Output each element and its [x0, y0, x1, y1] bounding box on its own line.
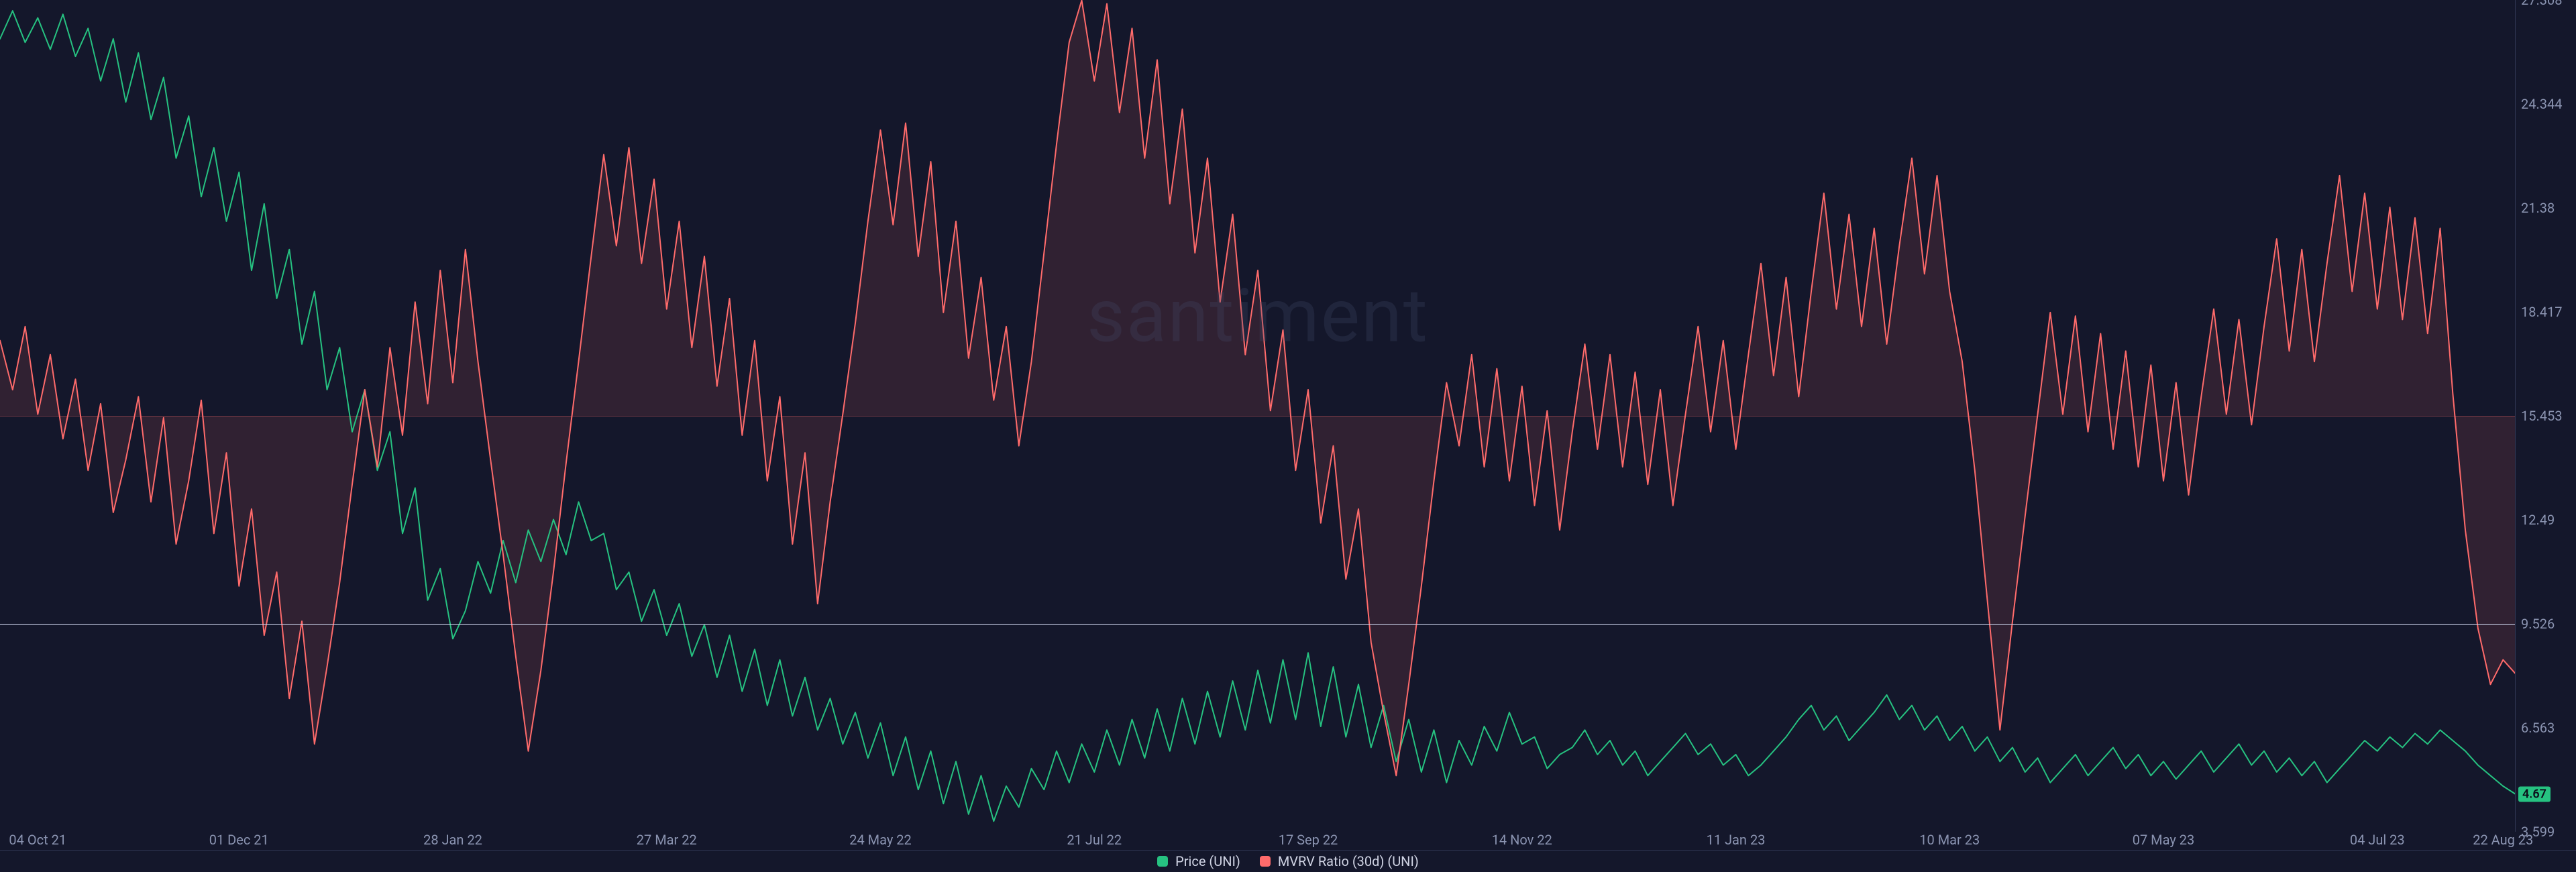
legend-swatch-mvrv [1260, 856, 1271, 867]
x-tick: 01 Dec 21 [209, 832, 269, 848]
x-tick: 27 Mar 22 [637, 832, 697, 848]
current-value-badge: 4.67 [2518, 786, 2551, 802]
reference-line [0, 624, 2516, 625]
y-tick: 18.417 [2521, 304, 2562, 320]
chart-container: santiment 27.308 24.344 21.38 18.417 15.453 1… [0, 0, 2576, 872]
x-tick: 04 Jul 23 [2350, 832, 2405, 848]
x-tick: 17 Sep 22 [1279, 832, 1338, 848]
x-axis: 04 Oct 21 01 Dec 21 28 Jan 22 27 Mar 22 24 M… [0, 832, 2516, 847]
x-tick: 22 Aug 23 [2473, 832, 2533, 848]
series-fill [0, 0, 2516, 775]
legend-swatch-price [1157, 856, 1168, 867]
legend-label-price: Price (UNI) [1175, 853, 1240, 869]
x-tick: 11 Jan 23 [1707, 832, 1766, 848]
y-tick: 27.308 [2521, 0, 2562, 8]
x-tick: 24 May 22 [849, 832, 912, 848]
y-tick: 15.453 [2521, 408, 2562, 424]
x-tick: 04 Oct 21 [9, 832, 66, 848]
plot-area[interactable]: santiment [0, 0, 2516, 832]
x-tick: 10 Mar 23 [1919, 832, 1980, 848]
y-tick: 21.38 [2521, 200, 2555, 216]
x-tick: 21 Jul 22 [1067, 832, 1122, 848]
y-axis: 27.308 24.344 21.38 18.417 15.453 12.49 9.526 6… [2515, 0, 2576, 832]
legend-item-mvrv[interactable]: MVRV Ratio (30d) (UNI) [1260, 851, 1419, 872]
y-tick: 9.526 [2521, 616, 2555, 632]
x-tick: 14 Nov 22 [1492, 832, 1552, 848]
legend-label-mvrv: MVRV Ratio (30d) (UNI) [1278, 853, 1419, 869]
y-tick: 24.344 [2521, 96, 2562, 112]
legend-item-price[interactable]: Price (UNI) [1157, 851, 1240, 872]
y-tick: 6.563 [2521, 720, 2555, 736]
y-tick: 12.49 [2521, 512, 2555, 528]
legend: Price (UNI) MVRV Ratio (30d) (UNI) [0, 850, 2576, 872]
x-tick: 07 May 23 [2133, 832, 2195, 848]
reference-line [0, 416, 2516, 417]
x-tick: 28 Jan 22 [423, 832, 482, 848]
